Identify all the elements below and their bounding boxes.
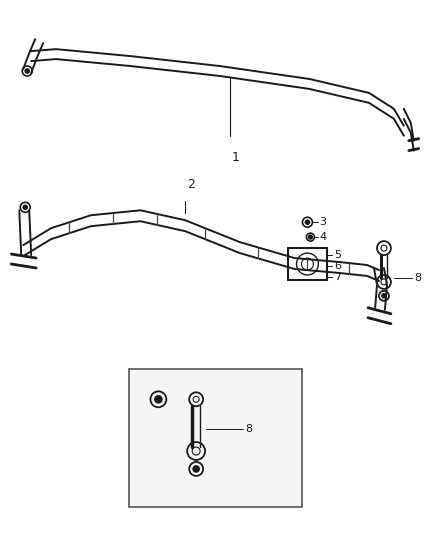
Bar [129,369,303,507]
Text: 5: 5 [334,250,341,260]
Circle shape [155,396,162,403]
Circle shape [382,294,386,298]
Circle shape [193,466,199,472]
Text: 7: 7 [334,272,341,282]
Text: 3: 3 [319,217,326,227]
Text: 8: 8 [245,424,252,434]
Text: 4: 4 [319,232,326,242]
Text: 2: 2 [187,179,195,191]
Circle shape [309,236,312,239]
Circle shape [23,205,27,209]
Text: 6: 6 [334,261,341,271]
Circle shape [305,220,309,224]
Text: 1: 1 [232,151,240,164]
Bar [288,248,327,280]
Circle shape [25,69,29,73]
Text: 8: 8 [414,273,421,283]
